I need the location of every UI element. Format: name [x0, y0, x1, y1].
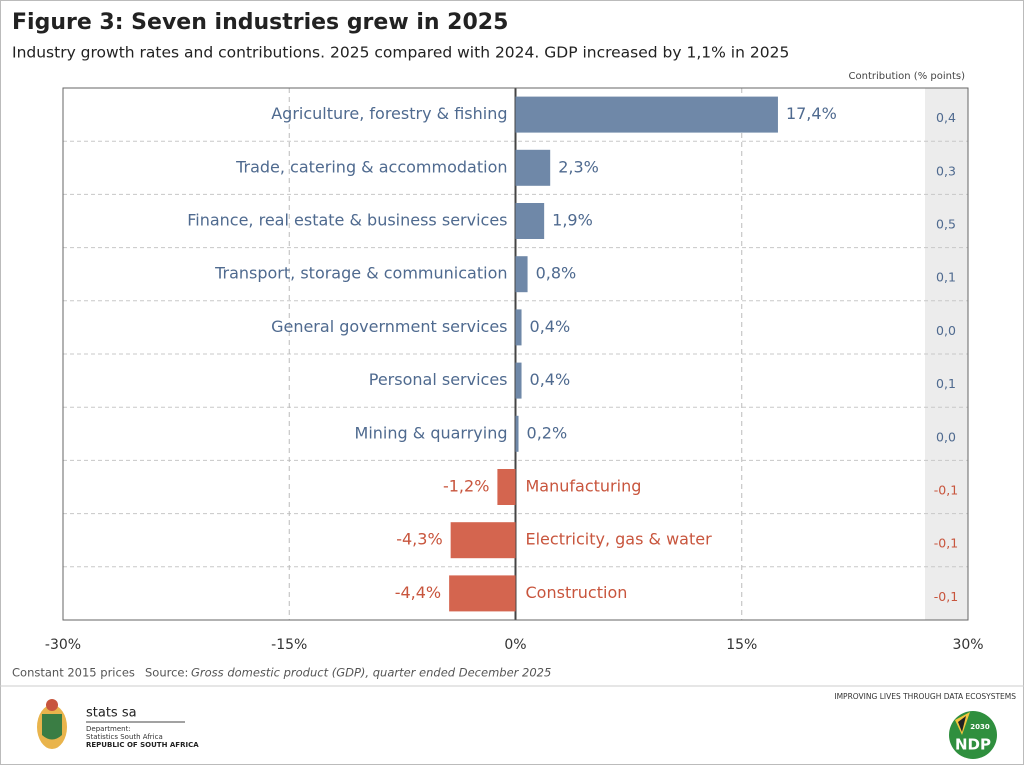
contribution-label: -0,1	[934, 589, 958, 604]
source: Gross domestic product (GDP), quarter en…	[191, 666, 551, 680]
contribution-label: 0,3	[936, 163, 956, 178]
value-label: -4,3%	[396, 530, 442, 549]
ndp: NDP	[955, 736, 991, 754]
value-label: 0,4%	[530, 317, 571, 336]
category-label: Construction	[526, 583, 628, 602]
contribution-label: 0,5	[936, 217, 956, 232]
plot-frame	[62, 87, 969, 621]
bar	[515, 415, 519, 452]
bar	[450, 522, 516, 559]
category-label: Manufacturing	[526, 477, 642, 496]
value-label: -4,4%	[395, 583, 441, 602]
category-label: General government services	[271, 317, 507, 336]
x-tick-label: -30%	[45, 637, 81, 653]
source-label: Source:	[145, 666, 188, 680]
x-tick-label: 15%	[726, 637, 757, 653]
value-label: -1,2%	[443, 477, 489, 496]
bar	[515, 203, 545, 239]
value-label: 17,4%	[786, 104, 837, 123]
contribution-label: 0,1	[936, 270, 956, 285]
chart-subtitle: Industry growth rates and contributions.…	[12, 44, 789, 62]
bar	[515, 309, 522, 346]
value-label: 0,4%	[530, 370, 571, 389]
category-label: Trade, catering & accommodation	[235, 157, 507, 176]
value-label: 2,3%	[558, 157, 599, 176]
contribution-label: 0,0	[936, 323, 956, 338]
ndp-logo	[949, 711, 997, 759]
value-label: 1,9%	[552, 211, 593, 230]
bar	[515, 149, 551, 186]
org: Statistics South Africa	[86, 733, 163, 741]
category-label: Finance, real estate & business services	[187, 211, 507, 230]
bar	[497, 469, 516, 505]
category-label: Agriculture, forestry & fishing	[271, 104, 507, 123]
contribution-label: -0,1	[934, 536, 958, 551]
chart-title: Figure 3: Seven industries grew in 2025	[12, 10, 508, 35]
coat-of-arms	[37, 699, 67, 749]
x-tick-label: 0%	[504, 637, 526, 653]
contribution-title: Contribution (% points)	[849, 71, 966, 82]
ndp-year: 2030	[970, 723, 990, 731]
note: Constant 2015 prices	[12, 666, 135, 680]
country: REPUBLIC OF SOUTH AFRICA	[86, 741, 199, 749]
department: Department:	[86, 725, 131, 733]
category-label: Mining & quarrying	[355, 423, 508, 442]
bar	[515, 96, 778, 133]
category-label: Personal services	[369, 370, 508, 389]
contribution-label: 0,0	[936, 429, 956, 444]
contribution-label: 0,1	[936, 376, 956, 391]
category-label: Transport, storage & communication	[214, 264, 507, 283]
contribution-label: 0,4	[936, 110, 956, 125]
category-label: Electricity, gas & water	[526, 530, 713, 549]
value-label: 0,2%	[527, 423, 568, 442]
logo-text: stats sa	[86, 706, 137, 721]
bar	[449, 575, 516, 612]
contribution-label: -0,1	[934, 483, 958, 498]
bar	[515, 256, 528, 293]
tagline: IMPROVING LIVES THROUGH DATA ECOSYSTEMS	[834, 692, 1016, 701]
bar	[515, 362, 522, 399]
x-tick-label: 30%	[952, 637, 983, 653]
value-label: 0,8%	[536, 264, 577, 283]
x-tick-label: -15%	[271, 637, 307, 653]
